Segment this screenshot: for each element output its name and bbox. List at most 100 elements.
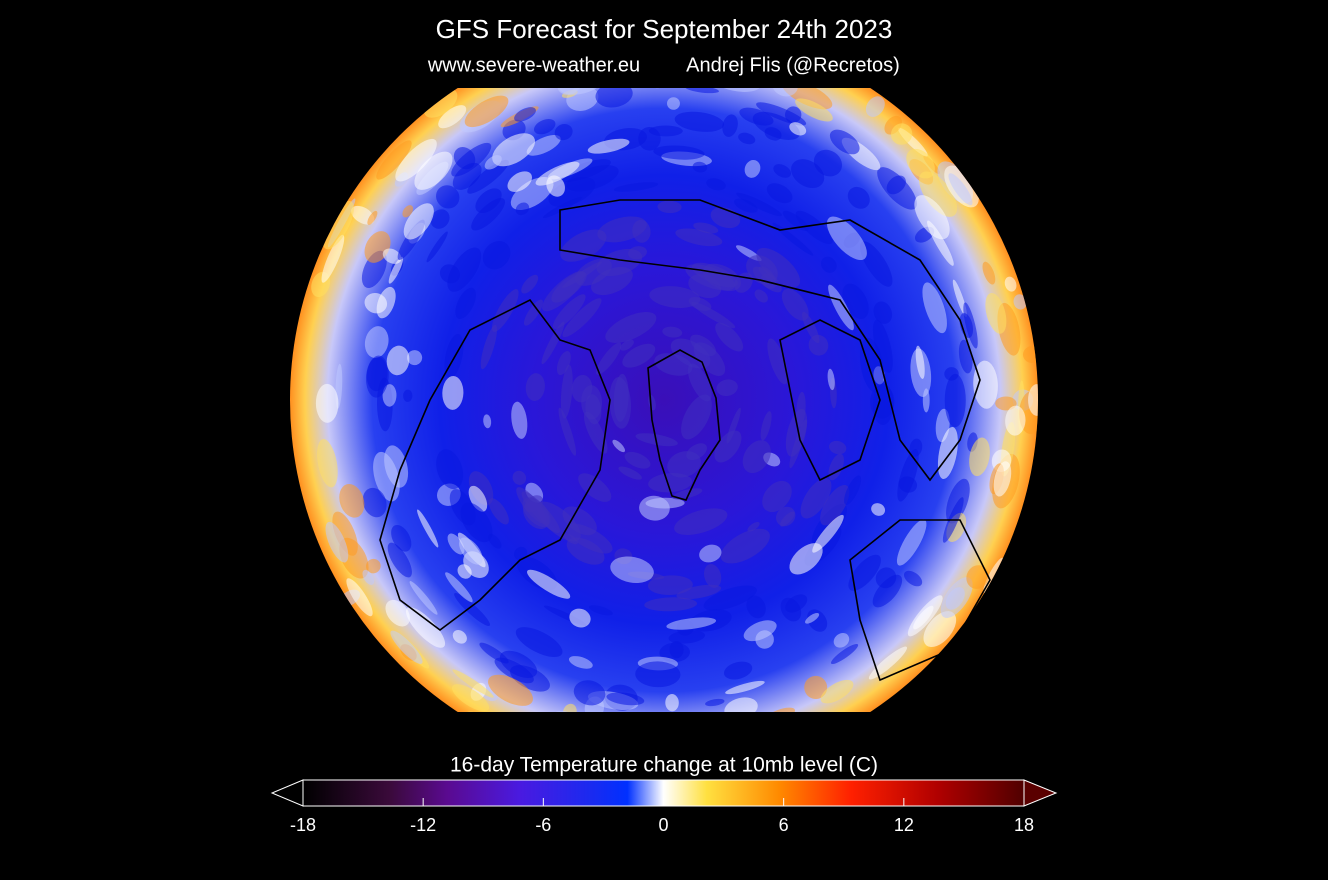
texture-patch <box>439 264 460 284</box>
texture-patch <box>409 581 438 615</box>
texture-patch <box>736 192 782 217</box>
texture-patch <box>588 605 613 616</box>
texture-patch <box>796 391 806 428</box>
texture-patch <box>395 138 437 182</box>
texture-patch <box>583 411 608 454</box>
texture-patch <box>390 630 423 664</box>
texture-patch <box>716 379 738 397</box>
texture-patch <box>541 321 565 365</box>
texture-patch <box>764 707 796 712</box>
texture-patch <box>511 401 528 439</box>
texture-patch <box>723 661 753 680</box>
texture-patch <box>897 449 919 502</box>
texture-patch <box>685 88 719 94</box>
texture-patch <box>690 334 716 356</box>
texture-patch <box>430 209 450 229</box>
texture-patch <box>821 256 837 273</box>
texture-patch <box>773 164 791 178</box>
texture-patch <box>613 182 659 192</box>
texture-patch <box>554 123 573 141</box>
texture-patch <box>995 396 1017 411</box>
texture-patch <box>826 216 867 261</box>
texture-patch <box>844 475 862 505</box>
texture-patch <box>552 294 586 329</box>
texture-patch <box>744 159 761 178</box>
texture-patch <box>367 210 378 225</box>
texture-patch <box>618 466 642 480</box>
texture-patch <box>725 680 765 695</box>
texture-patch <box>596 248 643 277</box>
texture-patch <box>886 175 906 195</box>
texture-patch <box>688 297 712 311</box>
texture-patch <box>754 289 768 303</box>
texture-patch <box>402 205 414 218</box>
texture-patch <box>726 407 741 444</box>
texture-patch <box>426 231 448 263</box>
globe <box>290 88 1038 712</box>
texture-patch <box>795 98 833 122</box>
texture-patch <box>362 487 387 518</box>
texture-patch <box>622 343 656 368</box>
texture-patch <box>387 542 412 578</box>
texture-patch <box>973 360 998 409</box>
texture-patch <box>848 554 881 591</box>
texture-patch <box>480 324 498 370</box>
coastlines <box>379 199 991 682</box>
texture-patch <box>767 338 789 385</box>
texture-patch <box>833 633 850 648</box>
texture-patch <box>922 282 947 334</box>
texture-patch <box>829 440 847 455</box>
texture-patch <box>488 674 533 706</box>
texture-patch <box>558 159 611 183</box>
author: Andrej Flis (@Recretos) <box>686 54 900 76</box>
texture-patch <box>903 570 923 587</box>
texture-patch <box>382 248 402 264</box>
texture-patch <box>760 411 772 441</box>
texture-patch <box>675 228 723 247</box>
texture-patch <box>781 288 809 321</box>
texture-patch <box>820 679 854 704</box>
texture-patch <box>752 111 800 140</box>
texture-patch <box>468 485 488 512</box>
texture-patch <box>747 521 760 532</box>
texture-patch <box>687 363 712 402</box>
colorbar-tick-label: 12 <box>894 815 914 835</box>
texture-patch <box>829 129 860 155</box>
texture-patch <box>507 171 533 192</box>
texture-patch <box>551 271 587 303</box>
colorbar-max-arrow <box>1023 779 1058 807</box>
texture-patch <box>672 488 703 500</box>
texture-patch <box>606 692 645 706</box>
texture-patch <box>492 133 536 167</box>
texture-patch <box>923 611 957 648</box>
texture-patch <box>674 111 725 132</box>
texture-patch <box>405 607 446 648</box>
texture-patch <box>686 443 707 461</box>
texture-patch <box>868 646 908 680</box>
greenland <box>647 349 721 501</box>
texture-patch <box>993 461 1012 497</box>
texture-patch <box>692 161 708 173</box>
texture-patch <box>805 613 820 624</box>
texture-patch <box>1013 294 1027 310</box>
colorbar-tick-label: 18 <box>1014 815 1034 835</box>
texture-patch <box>715 322 744 352</box>
texture-patch <box>766 183 793 204</box>
texture-patch <box>452 630 467 644</box>
texture-patch <box>669 640 684 659</box>
texture-patch <box>346 578 373 617</box>
texture-patch <box>438 105 467 129</box>
texture-patch <box>548 176 596 207</box>
texture-patch <box>578 473 612 502</box>
texture-patch <box>665 694 679 712</box>
texture-patch <box>648 125 683 137</box>
colorbar-ticks: -18 -12 -6 0 6 12 18 <box>290 798 1034 835</box>
texture-patch <box>982 261 996 285</box>
texture-patch <box>907 595 943 637</box>
asia <box>559 199 981 482</box>
texture-patch <box>782 88 833 110</box>
texture-patch <box>746 595 766 619</box>
texture-patch <box>568 656 593 669</box>
texture-patch <box>966 565 989 589</box>
texture-patch <box>653 145 705 160</box>
